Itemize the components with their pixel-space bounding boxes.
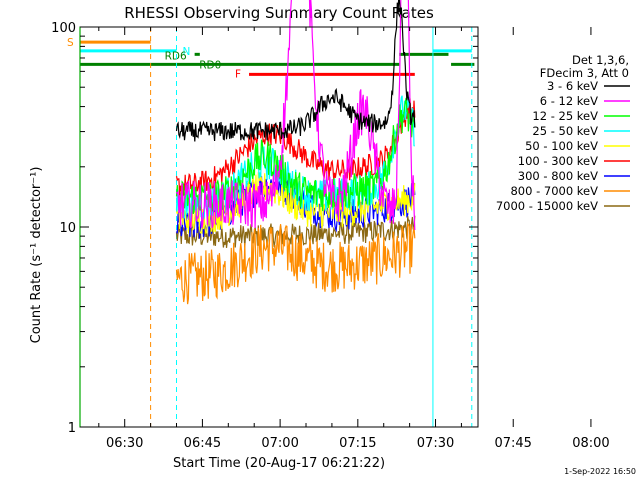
y-axis-label: Count Rate (s⁻¹ detector⁻¹) [29, 167, 44, 344]
legend-label-7: 800 - 7000 keV [510, 184, 598, 198]
legend-header-0: Det 1,3,6, [572, 53, 629, 67]
timestamp: 1-Sep-2022 16:50 [564, 467, 636, 476]
flag-bars: S N F RD0 RD6 [67, 37, 475, 80]
x-tick-label-5: 07:45 [494, 436, 531, 451]
flag-label-f: F [235, 68, 241, 80]
series-line-8 [175, 215, 416, 248]
y-tick-label-2: 100 [51, 21, 76, 36]
chart-title: RHESSI Observing Summary Count Rates [124, 4, 434, 22]
flag-label-n: N [183, 46, 191, 58]
legend-label-5: 100 - 300 keV [518, 154, 598, 168]
x-tick-label-3: 07:15 [339, 436, 376, 451]
legend-header-1: FDecim 3, Att 0 [540, 66, 629, 80]
axes-box [79, 26, 479, 428]
series-line-7 [175, 222, 416, 305]
legend-label-1: 6 - 12 keV [540, 94, 598, 108]
series-line-0 [175, 0, 416, 142]
flag-label-rd6: RD6 [165, 50, 187, 62]
x-tick-label-4: 07:30 [417, 436, 454, 451]
y-tick-label-0: 1 [68, 421, 76, 436]
flag-label-s: S [67, 37, 74, 49]
legend-label-8: 7000 - 15000 keV [496, 199, 598, 213]
x-tick-label-1: 06:45 [184, 436, 221, 451]
legend-label-0: 3 - 6 keV [547, 79, 598, 93]
legend-label-4: 50 - 100 keV [525, 139, 598, 153]
x-tick-label-2: 07:00 [261, 436, 298, 451]
legend-label-3: 25 - 50 keV [532, 124, 598, 138]
series-line-1 [175, 0, 416, 231]
axes: 06:30 06:45 07:00 07:15 07:30 07:45 08:00 1 10 10… [51, 21, 609, 451]
x-tick-label-0: 06:30 [106, 436, 143, 451]
y-tick-label-1: 10 [59, 221, 76, 236]
x-axis-label: Start Time (20-Aug-17 06:21:22) [173, 456, 385, 471]
flag-label-rd0: RD0 [199, 59, 221, 71]
legend-label-2: 12 - 25 keV [532, 109, 598, 123]
series-layer [175, 0, 416, 305]
legend-label-6: 300 - 800 keV [518, 169, 598, 183]
x-tick-label-6: 08:00 [572, 436, 609, 451]
